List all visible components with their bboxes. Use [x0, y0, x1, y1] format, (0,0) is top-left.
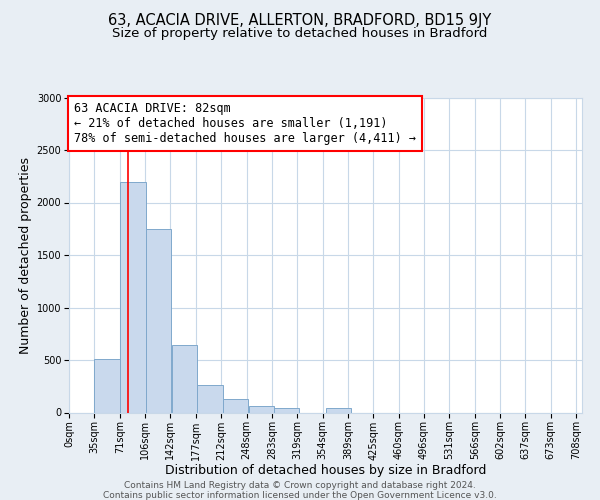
Bar — [121, 182, 146, 412]
Y-axis label: Number of detached properties: Number of detached properties — [19, 156, 32, 354]
Bar — [172, 346, 197, 412]
Bar — [197, 385, 223, 412]
Bar — [274, 408, 299, 412]
Text: Contains public sector information licensed under the Open Government Licence v3: Contains public sector information licen… — [103, 491, 497, 500]
Bar — [146, 229, 171, 412]
X-axis label: Distribution of detached houses by size in Bradford: Distribution of detached houses by size … — [165, 464, 486, 476]
Text: Contains HM Land Registry data © Crown copyright and database right 2024.: Contains HM Land Registry data © Crown c… — [124, 481, 476, 490]
Bar — [248, 406, 274, 412]
Bar — [325, 408, 351, 412]
Text: 63, ACACIA DRIVE, ALLERTON, BRADFORD, BD15 9JY: 63, ACACIA DRIVE, ALLERTON, BRADFORD, BD… — [109, 12, 491, 28]
Bar — [94, 359, 120, 412]
Text: 63 ACACIA DRIVE: 82sqm
← 21% of detached houses are smaller (1,191)
78% of semi-: 63 ACACIA DRIVE: 82sqm ← 21% of detached… — [74, 102, 416, 145]
Text: Size of property relative to detached houses in Bradford: Size of property relative to detached ho… — [112, 28, 488, 40]
Bar — [223, 399, 248, 412]
